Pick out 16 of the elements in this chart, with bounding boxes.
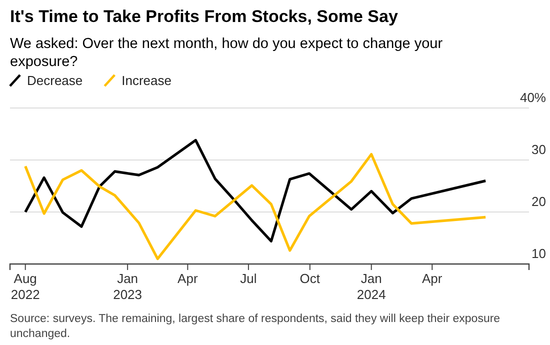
x-tick-label: Jan 2023 [113,271,142,302]
x-tick-label: Oct [300,271,320,286]
x-tick-label: Apr [422,271,443,286]
legend-label: Increase [122,73,172,88]
y-tick-label: 40% [520,90,546,106]
chart-subtitle: We asked: Over the next month, how do you expect to change your exposure? [10,36,443,70]
chart-title: It's Time to Take Profits From Stocks, Some Say [10,7,398,26]
y-tick-label: 20 [532,194,546,210]
x-tick-label: Jul [240,271,257,286]
y-tick-label: 10 [532,246,546,262]
source-note: Source: surveys. The remaining, largest share of respondents, said they will keep their exposure unchanged. [10,313,500,340]
x-tick-label: Aug 2022 [10,271,40,302]
x-tick-label: Jan 2024 [356,271,386,302]
x-tick-label: Apr [178,271,198,286]
y-tick-label: 30 [532,142,546,158]
legend-label: Decrease [27,73,83,88]
